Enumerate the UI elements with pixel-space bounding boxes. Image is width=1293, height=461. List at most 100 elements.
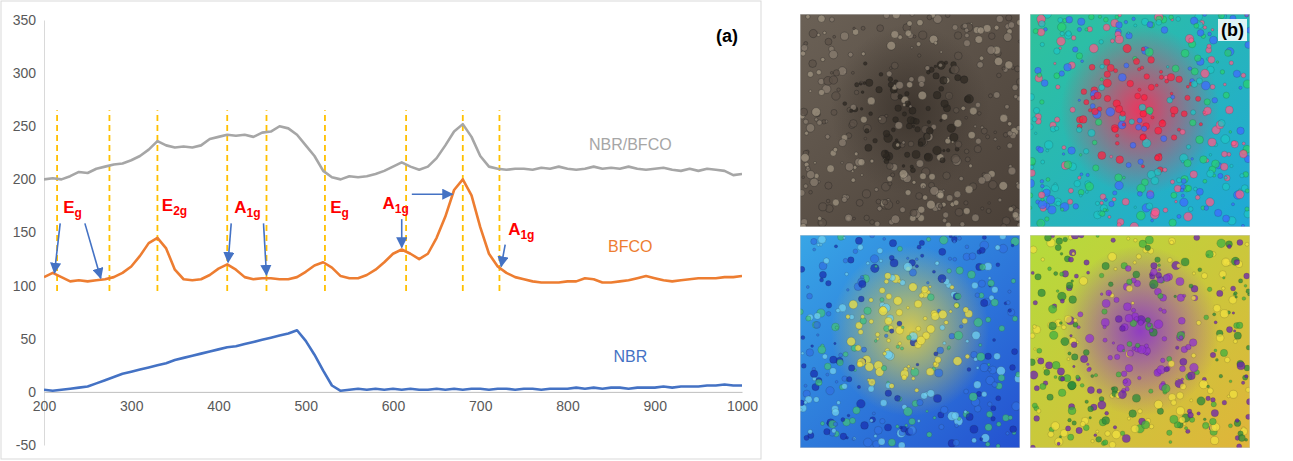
texture-spot (1170, 92, 1173, 95)
texture-spot (1210, 352, 1216, 358)
texture-spot (1067, 358, 1070, 361)
texture-spot (877, 248, 883, 254)
texture-spot (988, 202, 990, 204)
texture-spot (1155, 127, 1162, 134)
texture-spot (1196, 78, 1202, 84)
texture-spot (999, 326, 1005, 332)
texture-spot (860, 116, 867, 123)
texture-spot (1061, 337, 1069, 345)
texture-spot (1088, 129, 1095, 136)
texture-spot (1239, 150, 1247, 158)
texture-spot (1012, 316, 1017, 321)
texture-spot (925, 66, 930, 71)
texture-spot (1099, 40, 1103, 44)
texture-spot (870, 255, 878, 263)
texture-spot (900, 207, 906, 213)
texture-spot (1004, 33, 1012, 41)
texture-spot (831, 109, 837, 115)
texture-spot (1163, 168, 1167, 172)
image-tile (800, 14, 1020, 227)
texture-spot (955, 75, 961, 81)
texture-spot (1076, 427, 1082, 433)
texture-spot (891, 173, 895, 177)
texture-spot (1199, 380, 1208, 389)
texture-spot (885, 151, 887, 153)
texture-spot (805, 131, 809, 135)
texture-spot (1060, 203, 1069, 212)
texture-spot (1106, 290, 1112, 296)
texture-spot (853, 27, 855, 29)
texture-spot (1110, 155, 1113, 158)
texture-spot (1131, 308, 1135, 312)
texture-spot (859, 81, 863, 85)
x-tick-label: 400 (207, 398, 231, 414)
texture-spot (1181, 194, 1184, 197)
y-tick: 250 (13, 118, 44, 134)
texture-spot (1186, 185, 1192, 191)
texture-spot (1102, 262, 1109, 269)
texture-spot (1069, 249, 1076, 256)
texture-spot (887, 163, 894, 170)
texture-spot (926, 368, 934, 376)
texture-spot (1211, 402, 1216, 407)
texture-spot (1006, 301, 1010, 305)
texture-spot (1012, 402, 1020, 411)
texture-spot (1034, 386, 1039, 391)
texture-spot (1115, 174, 1123, 182)
texture-spot (1096, 430, 1099, 433)
texture-spot (826, 303, 832, 309)
texture-spot (902, 375, 907, 380)
texture-spot (1089, 14, 1095, 20)
texture-spot (846, 437, 849, 440)
texture-spot (1056, 201, 1061, 206)
texture-spot (1012, 85, 1018, 91)
texture-spot (1203, 26, 1207, 30)
texture-spot (848, 365, 854, 371)
texture-spot (1030, 359, 1035, 366)
texture-spot (822, 120, 826, 124)
texture-spot (840, 32, 848, 40)
texture-spot (911, 46, 913, 48)
x-tick-label: 200 (33, 398, 57, 414)
texture-spot (987, 46, 995, 54)
texture-spot (875, 332, 879, 336)
texture-spot (870, 220, 875, 225)
texture-spot (1194, 235, 1200, 241)
texture-spot (841, 162, 843, 164)
texture-spot (1198, 268, 1202, 272)
texture-spot (823, 31, 826, 34)
texture-spot (1207, 388, 1213, 394)
texture-spot (1068, 418, 1072, 422)
texture-spot (1189, 38, 1194, 43)
texture-spot (1045, 362, 1052, 369)
texture-spot (923, 133, 930, 140)
texture-spot (801, 51, 806, 56)
texture-spot (1008, 167, 1016, 175)
texture-spot (1222, 258, 1230, 266)
texture-spot (1221, 135, 1230, 144)
texture-spot (1228, 424, 1232, 428)
texture-spot (915, 388, 919, 392)
texture-spot (910, 165, 913, 168)
texture-spot (1140, 134, 1146, 140)
texture-spot (1215, 209, 1222, 216)
texture-spot (800, 223, 806, 227)
texture-spot (818, 89, 824, 95)
texture-spot (917, 399, 923, 405)
texture-spot (842, 383, 848, 389)
texture-spot (938, 310, 947, 319)
texture-spot (954, 32, 961, 39)
texture-spot (807, 71, 813, 77)
texture-spot (1193, 187, 1197, 191)
texture-spot (1209, 36, 1217, 44)
texture-spot (1131, 301, 1134, 304)
texture-spot (833, 422, 837, 426)
texture-spot (863, 62, 867, 66)
peak-line (109, 110, 111, 291)
texture-spot (1136, 124, 1142, 130)
texture-spot (1183, 294, 1186, 297)
texture-spot (804, 384, 807, 387)
texture-spot (1183, 423, 1186, 426)
texture-spot (919, 81, 925, 87)
texture-spot (1170, 240, 1174, 244)
